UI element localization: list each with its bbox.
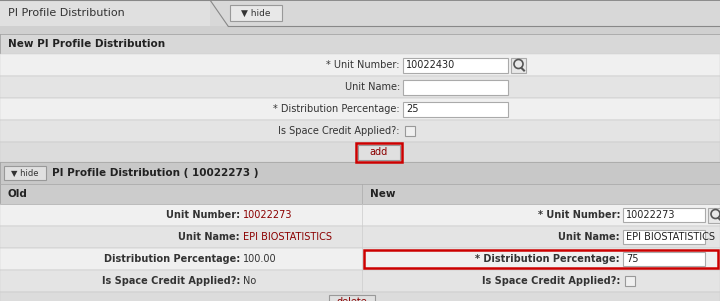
Bar bbox=[0, 142, 720, 162]
Bar bbox=[623, 208, 705, 222]
Bar bbox=[358, 144, 400, 160]
Text: * Distribution Percentage:: * Distribution Percentage: bbox=[475, 254, 620, 264]
Text: ▼ hide: ▼ hide bbox=[12, 169, 39, 178]
Bar bbox=[405, 126, 415, 136]
Text: Old: Old bbox=[8, 189, 28, 199]
Text: * Unit Number:: * Unit Number: bbox=[326, 60, 400, 70]
Bar bbox=[0, 26, 720, 34]
Bar bbox=[0, 120, 720, 142]
Text: * Unit Number:: * Unit Number: bbox=[538, 210, 620, 220]
Text: ▼ hide: ▼ hide bbox=[241, 8, 271, 17]
Bar bbox=[708, 207, 720, 222]
Text: Unit Name:: Unit Name: bbox=[345, 82, 400, 92]
Bar bbox=[0, 0, 720, 26]
Bar bbox=[0, 292, 720, 301]
Text: EPI BIOSTATISTICS: EPI BIOSTATISTICS bbox=[243, 232, 332, 242]
Text: Is Space Credit Applied?:: Is Space Credit Applied?: bbox=[482, 276, 620, 286]
Text: 75: 75 bbox=[626, 254, 639, 264]
Text: Is Space Credit Applied?:: Is Space Credit Applied?: bbox=[102, 276, 240, 286]
Text: 10022273: 10022273 bbox=[626, 210, 675, 220]
Text: PI Profile Distribution: PI Profile Distribution bbox=[8, 8, 125, 18]
Bar bbox=[0, 98, 720, 120]
Bar bbox=[0, 248, 720, 270]
Bar bbox=[0, 184, 720, 204]
Text: 10022273: 10022273 bbox=[243, 210, 292, 220]
Text: Unit Name:: Unit Name: bbox=[559, 232, 620, 242]
Text: 25: 25 bbox=[406, 104, 418, 114]
Bar bbox=[0, 270, 720, 292]
Text: No: No bbox=[243, 276, 256, 286]
Text: Unit Number:: Unit Number: bbox=[166, 210, 240, 220]
Bar bbox=[403, 57, 508, 73]
Bar bbox=[329, 295, 375, 301]
Text: Unit Name:: Unit Name: bbox=[179, 232, 240, 242]
Text: EPI BIOSTATISTICS: EPI BIOSTATISTICS bbox=[626, 232, 715, 242]
Text: * Distribution Percentage:: * Distribution Percentage: bbox=[274, 104, 400, 114]
Bar bbox=[623, 252, 705, 266]
Bar bbox=[0, 204, 720, 226]
Bar bbox=[4, 166, 46, 180]
Bar bbox=[623, 230, 705, 244]
Text: Is Space Credit Applied?:: Is Space Credit Applied?: bbox=[279, 126, 400, 136]
Bar bbox=[403, 79, 508, 95]
Bar bbox=[0, 76, 720, 98]
Text: 10022430: 10022430 bbox=[406, 60, 455, 70]
Bar bbox=[364, 250, 718, 268]
Text: New: New bbox=[370, 189, 395, 199]
Text: delete: delete bbox=[337, 297, 367, 301]
Bar bbox=[403, 101, 508, 116]
Bar bbox=[0, 0, 210, 26]
Text: PI Profile Distribution ( 10022273 ): PI Profile Distribution ( 10022273 ) bbox=[52, 168, 258, 178]
Bar bbox=[356, 142, 402, 162]
Text: add: add bbox=[370, 147, 388, 157]
Text: Distribution Percentage:: Distribution Percentage: bbox=[104, 254, 240, 264]
Polygon shape bbox=[210, 0, 228, 26]
Text: New PI Profile Distribution: New PI Profile Distribution bbox=[8, 39, 165, 49]
Bar bbox=[0, 34, 720, 54]
Text: 100.00: 100.00 bbox=[243, 254, 276, 264]
Bar bbox=[230, 5, 282, 21]
Bar bbox=[0, 162, 720, 184]
Bar bbox=[625, 276, 635, 286]
Bar bbox=[511, 57, 526, 73]
Bar bbox=[0, 226, 720, 248]
Bar bbox=[0, 54, 720, 76]
